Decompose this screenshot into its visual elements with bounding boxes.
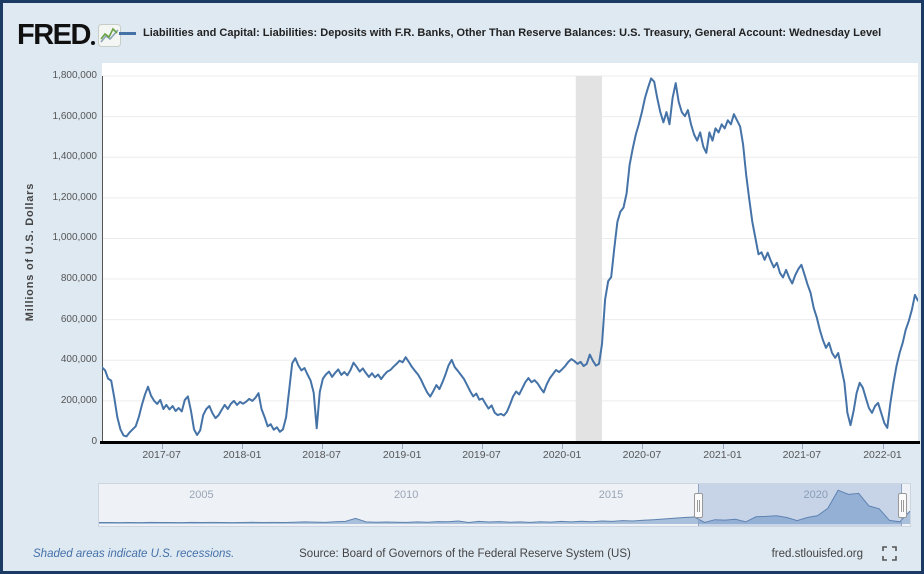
- x-tick-mark: [882, 444, 884, 449]
- source-attribution: Source: Board of Governors of the Federa…: [299, 548, 631, 560]
- mini-area: [99, 490, 910, 524]
- fullscreen-icon[interactable]: [882, 546, 897, 561]
- x-tick-label: 2019-07: [462, 449, 501, 461]
- series-legend: Liabilities and Capital: Liabilities: De…: [119, 27, 919, 39]
- recession-band: [575, 76, 603, 442]
- x-tick-mark: [242, 444, 244, 449]
- x-tick-mark: [641, 444, 643, 449]
- y-tick-label: 1,800,000: [52, 70, 98, 81]
- fred-logo-text: FRED: [17, 19, 91, 51]
- y-tick-label: 1,400,000: [52, 151, 98, 163]
- slider-selection-region[interactable]: [697, 484, 902, 526]
- data-line: [101, 77, 919, 438]
- x-tick-mark: [161, 444, 163, 449]
- x-tick-mark: [321, 444, 323, 449]
- x-tick-label: 2019-01: [382, 449, 422, 461]
- legend-line-sample: [119, 31, 136, 35]
- x-tick-label: 2020-01: [542, 449, 582, 461]
- x-tick-mark: [562, 444, 564, 449]
- x-axis-line: [100, 441, 920, 444]
- slider-year-label: 2010: [393, 489, 419, 501]
- x-tick-label: 2018-07: [302, 449, 341, 461]
- mini-chart-svg: [99, 489, 910, 524]
- x-tick-mark: [402, 444, 404, 449]
- slider-year-label: 2005: [189, 489, 214, 501]
- fred-site-link[interactable]: fred.stlouisfed.org: [771, 548, 863, 560]
- x-tick-label: 2022-01: [863, 449, 902, 461]
- y-tick-label: 800,000: [60, 273, 97, 285]
- fred-logo-chart-icon: [97, 24, 121, 47]
- x-tick-label: 2021-07: [782, 449, 822, 461]
- y-tick-label: 1,000,000: [52, 232, 98, 244]
- y-tick-label: 1,600,000: [52, 110, 98, 122]
- registered-mark-dot: [90, 40, 95, 45]
- x-tick-mark: [481, 444, 483, 449]
- slider-handle-right[interactable]: [897, 493, 907, 518]
- slider-year-label: 2015: [598, 489, 624, 501]
- y-tick-label: 400,000: [60, 354, 97, 366]
- mini-line: [99, 489, 910, 524]
- x-tick-label: 2020-07: [622, 449, 662, 461]
- recession-note-link[interactable]: Shaded areas indicate U.S. recessions.: [33, 548, 235, 560]
- x-tick-label: 2018-01: [222, 449, 262, 461]
- main-chart-svg: [101, 75, 919, 442]
- y-tick-label: 200,000: [60, 394, 97, 406]
- main-chart-plot-area[interactable]: [101, 63, 919, 442]
- x-tick-mark: [801, 444, 803, 449]
- y-tick-label: 0: [91, 435, 97, 447]
- date-range-slider[interactable]: 2005 2010 2015 2020: [98, 483, 911, 527]
- legend-series-title: Liabilities and Capital: Liabilities: De…: [143, 27, 882, 39]
- y-tick-label: 1,200,000: [52, 191, 98, 203]
- fred-logo[interactable]: FRED: [17, 19, 121, 52]
- x-tick-label: 2021-01: [703, 449, 742, 461]
- plot-background: [102, 63, 918, 442]
- slider-handle-left[interactable]: [693, 493, 703, 518]
- x-tick-mark: [722, 444, 724, 449]
- x-tick-label: 2017-07: [142, 449, 181, 461]
- slider-year-label: 2020: [803, 489, 829, 501]
- y-tick-label: 600,000: [60, 313, 97, 325]
